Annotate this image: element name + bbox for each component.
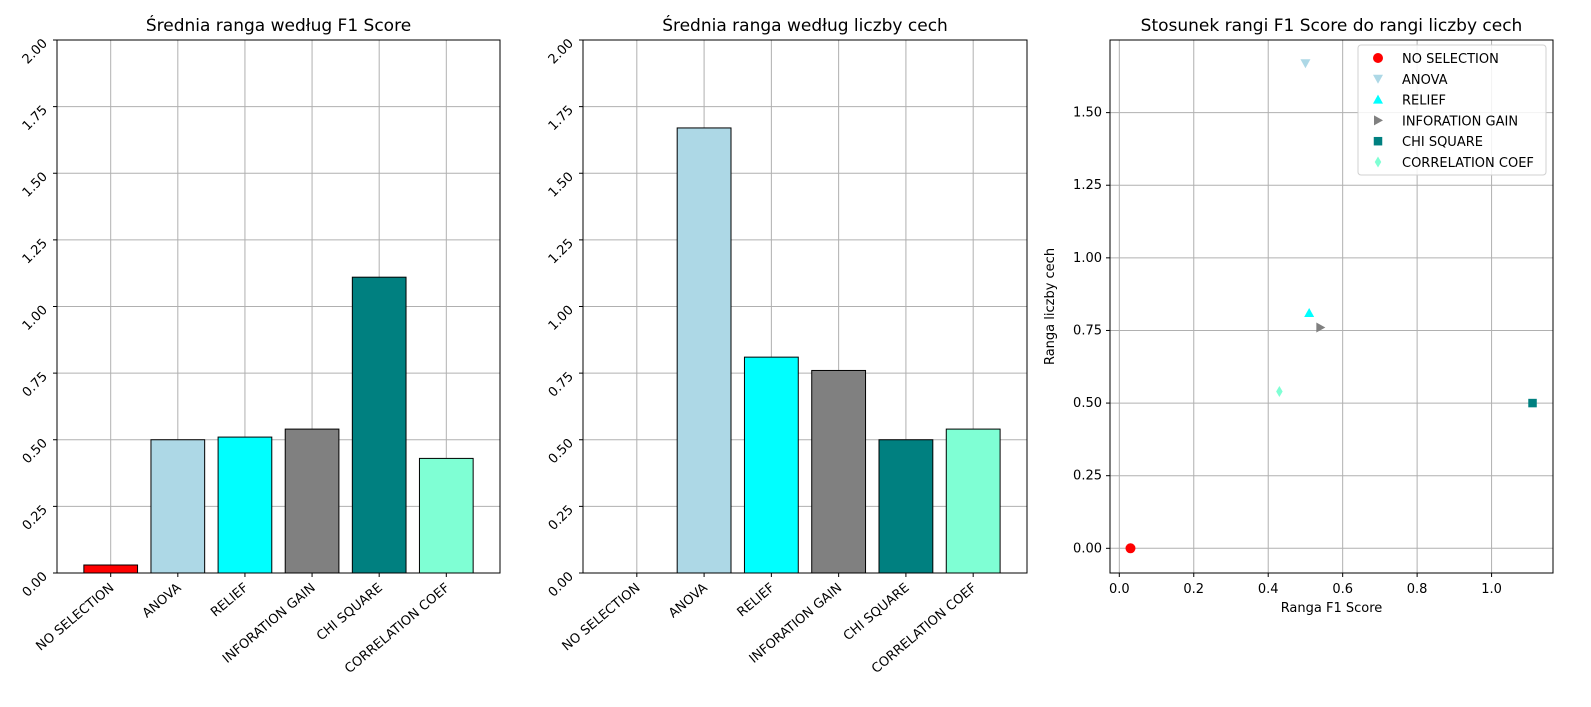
x-tick-label: 0.0 [1109,582,1130,597]
x-axis-label: Ranga F1 Score [1281,601,1383,616]
chart-f1-score-rank: 0.00 0.25 0.50 0.75 1.00 1.25 1.50 1.75 2.00 NO S… [20,14,501,677]
x-tick-label: ANOVA [666,581,711,622]
bar-inforation-gain [284,428,340,574]
y-tick-label: 0.50 [1073,396,1102,411]
x-tick-label: RELIEF [208,581,251,621]
x-tick-label: 0.4 [1258,582,1279,597]
legend-marker [1374,156,1382,168]
point-anova [1300,59,1311,69]
legend-label: ANOVA [1402,73,1448,88]
x-tick-label: 0.8 [1407,582,1428,597]
y-tick-label: 1.25 [546,236,577,267]
x-tick-label: CHI SQUARE [314,581,386,645]
y-tick-label: 1.00 [20,303,51,334]
y-tick-label: 0.75 [546,369,577,400]
y-tick-label: 1.00 [546,303,577,334]
y-tick-label: 1.25 [20,236,51,267]
bars [676,127,1001,574]
point-inforation-gain [1316,322,1326,333]
legend-marker [1373,94,1383,104]
y-tick-label: 0.00 [1073,541,1102,556]
bar-correlation-coef [945,428,1001,574]
legend-label: CORRELATION COEF [1402,156,1534,171]
y-tick-label: 1.25 [1073,178,1102,193]
ticks: 0.00 0.25 0.50 0.75 1.00 1.25 1.50 1.75 2.00 NO S… [546,36,980,677]
legend-marker [1374,115,1383,126]
y-tick-label: 1.00 [1073,251,1102,266]
chart-title: Średnia ranga według F1 Score [146,14,411,36]
y-tick-label: 0.00 [546,569,577,600]
x-tick-label: NO SELECTION [560,581,644,655]
x-tick-label: RELIEF [735,581,778,621]
y-tick-label: 0.50 [546,436,577,467]
y-tick-label: 0.25 [20,503,51,534]
legend-label: NO SELECTION [1402,52,1499,67]
point-no-selection [1125,543,1136,554]
chart-title: Stosunek rangi F1 Score do rangi liczby … [1141,16,1523,36]
y-tick-label: 2.00 [20,36,51,67]
point-chi-square [1528,398,1537,408]
bar-anova [150,439,206,574]
legend-label: INFORATION GAIN [1402,114,1518,129]
legend-label: CHI SQUARE [1402,135,1483,150]
bar-chi-square [878,439,934,574]
bar-inforation-gain [811,369,867,574]
bar-relief [743,356,799,574]
x-tick-label: NO SELECTION [33,581,117,655]
bar-relief [217,436,273,574]
legend-box [1357,44,1547,176]
y-tick-label: 1.50 [1073,106,1102,121]
bar-chi-square [351,276,407,574]
y-tick-label: 2.00 [546,36,577,67]
y-tick-label: 1.75 [546,103,577,134]
point-correlation-coef [1276,385,1283,397]
chart-feature-count-rank: 0.00 0.25 0.50 0.75 1.00 1.25 1.50 1.75 2.00 NO S… [546,14,1028,677]
y-axis-label: Ranga liczby cech [1043,248,1058,365]
bars [83,276,474,574]
legend: NO SELECTION ANOVA RELIEF INFORATION GAIN CH… [1357,44,1547,176]
y-tick-label: 0.75 [20,369,51,400]
point-relief [1304,308,1315,318]
x-tick-label: CHI SQUARE [841,581,913,645]
y-tick-label: 1.50 [546,169,577,200]
x-tick-label: 0.6 [1332,582,1353,597]
bar-anova [676,127,732,574]
y-tick-label: 0.00 [20,569,51,600]
legend-marker [1373,136,1383,146]
y-tick-label: 1.75 [20,103,51,134]
chart-rank-scatter: 0.0 0.2 0.4 0.6 0.8 1.0 0.00 0.25 0.50 0.75 1.00 1.… [1043,16,1554,616]
y-tick-label: 0.25 [1073,469,1102,484]
points [1125,59,1537,554]
chart-title: Średnia ranga według liczby cech [662,14,948,36]
legend-label: RELIEF [1402,94,1446,109]
bar-no-selection [83,564,139,574]
y-tick-label: 0.50 [20,436,51,467]
x-tick-label: 0.2 [1183,582,1204,597]
legend-marker [1373,53,1383,63]
ticks: 0.0 0.2 0.4 0.6 0.8 1.0 0.00 0.25 0.50 0.75 1.00 1.… [1073,106,1502,597]
y-tick-label: 0.25 [546,503,577,534]
axes-frame [1109,39,1554,574]
y-tick-label: 0.75 [1073,323,1102,338]
x-tick-label: 1.0 [1481,582,1502,597]
y-tick-label: 1.50 [20,169,51,200]
x-tick-label: ANOVA [140,581,185,622]
bar-correlation-coef [418,457,474,574]
legend-marker [1373,74,1383,84]
